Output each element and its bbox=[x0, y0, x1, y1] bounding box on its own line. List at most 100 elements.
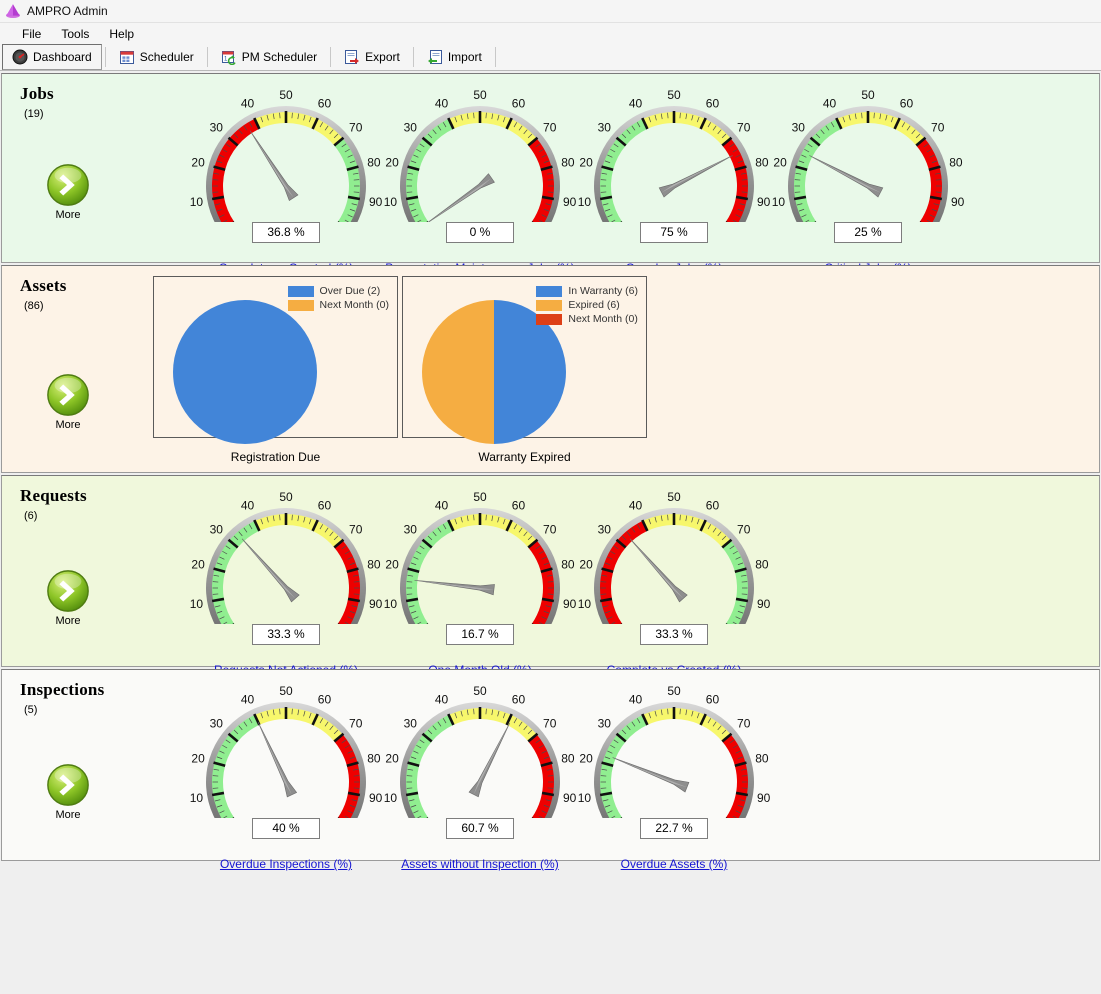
svg-text:30: 30 bbox=[404, 121, 418, 135]
svg-text:70: 70 bbox=[737, 523, 751, 537]
import-arrow-icon bbox=[427, 50, 442, 64]
gauge-link[interactable]: Overdue Assets (%) bbox=[620, 857, 728, 871]
svg-text:10: 10 bbox=[384, 791, 398, 805]
legend-label: Expired (6) bbox=[568, 299, 620, 311]
gauge-value: 75 % bbox=[640, 222, 708, 243]
svg-text:60: 60 bbox=[706, 97, 720, 111]
toolbar-button-export[interactable]: Export bbox=[334, 44, 410, 70]
toolbar-button-import[interactable]: Import bbox=[417, 44, 492, 70]
pie-caption: Registration Due bbox=[230, 450, 321, 464]
main-toolbar: Dashboard Scheduler 1 PM Scheduler bbox=[0, 44, 1101, 71]
svg-text:10: 10 bbox=[384, 195, 398, 209]
svg-text:40: 40 bbox=[435, 97, 449, 111]
gauge-complete-vs-created: 010203040506070809010033.3 %Complete vs … bbox=[576, 484, 772, 677]
svg-text:10: 10 bbox=[578, 195, 592, 209]
svg-text:50: 50 bbox=[667, 88, 681, 102]
legend-item: Expired (6) bbox=[536, 299, 638, 311]
svg-text:60: 60 bbox=[706, 693, 720, 707]
gauge-link[interactable]: Assets without Inspection (%) bbox=[401, 857, 559, 871]
legend-item: Over Due (2) bbox=[287, 285, 389, 297]
svg-text:90: 90 bbox=[757, 195, 771, 209]
svg-text:90: 90 bbox=[563, 195, 577, 209]
toolbar-label-import: Import bbox=[447, 50, 482, 64]
gauge-row-inspections: 010203040506070809010040 %Overdue Inspec… bbox=[152, 670, 1099, 871]
svg-text:70: 70 bbox=[737, 121, 751, 135]
section-count-inspections: (5) bbox=[24, 704, 38, 716]
svg-text:90: 90 bbox=[369, 791, 383, 805]
section-inspections: Inspections (5) More 0102030405060708090… bbox=[1, 669, 1100, 871]
more-label-jobs: More bbox=[55, 209, 81, 221]
toolbar-separator bbox=[412, 47, 414, 67]
svg-text:50: 50 bbox=[279, 88, 293, 102]
svg-text:60: 60 bbox=[512, 499, 526, 513]
toolbar-button-pm-scheduler[interactable]: 1 PM Scheduler bbox=[211, 44, 327, 70]
gauge-preventative-maintenance-jobs: 01020304050607080901000 %Preventative Ma… bbox=[382, 82, 578, 275]
svg-text:90: 90 bbox=[563, 597, 577, 611]
gauge-value: 0 % bbox=[446, 222, 514, 243]
more-arrow-icon bbox=[47, 570, 89, 612]
legend-label: Next Month (0) bbox=[319, 299, 389, 311]
more-button-jobs[interactable]: More bbox=[44, 162, 92, 221]
legend-item: In Warranty (6) bbox=[536, 285, 638, 297]
menu-item-tools[interactable]: Tools bbox=[61, 26, 90, 41]
gauge-complete-vs-created: 010203040506070809010036.8 %Complete vs … bbox=[188, 82, 384, 275]
menu-item-help[interactable]: Help bbox=[109, 26, 135, 41]
svg-text:10: 10 bbox=[772, 195, 786, 209]
svg-text:50: 50 bbox=[279, 684, 293, 698]
more-arrow-icon bbox=[47, 374, 89, 416]
more-button-inspections[interactable]: More bbox=[44, 762, 92, 821]
gauge-value: 16.7 % bbox=[446, 624, 514, 645]
svg-text:90: 90 bbox=[757, 597, 771, 611]
svg-text:40: 40 bbox=[241, 499, 255, 513]
gauge-row-jobs: 010203040506070809010036.8 %Complete vs … bbox=[152, 74, 1099, 275]
svg-text:20: 20 bbox=[579, 155, 593, 169]
toolbar-separator bbox=[206, 47, 208, 67]
svg-text:80: 80 bbox=[367, 557, 381, 571]
svg-text:20: 20 bbox=[385, 751, 399, 765]
pie-caption: Warranty Expired bbox=[478, 450, 571, 464]
gauge-value: 25 % bbox=[834, 222, 902, 243]
svg-text:70: 70 bbox=[349, 121, 363, 135]
calendar-refresh-icon: 1 bbox=[221, 51, 236, 65]
gauge-value: 40 % bbox=[252, 818, 320, 839]
legend-label: In Warranty (6) bbox=[568, 285, 638, 297]
svg-text:20: 20 bbox=[579, 751, 593, 765]
svg-text:20: 20 bbox=[191, 557, 205, 571]
menu-item-file[interactable]: File bbox=[22, 26, 42, 41]
pie-legend: Over Due (2) Next Month (0) bbox=[287, 285, 389, 313]
svg-text:90: 90 bbox=[563, 791, 577, 805]
toolbar-button-scheduler[interactable]: Scheduler bbox=[109, 44, 204, 70]
gauge-one-month-old: 010203040506070809010016.7 %One Month Ol… bbox=[382, 484, 578, 677]
svg-text:30: 30 bbox=[404, 523, 418, 537]
legend-swatch bbox=[287, 285, 314, 297]
toolbar-separator bbox=[104, 47, 106, 67]
gauge-link[interactable]: Overdue Inspections (%) bbox=[219, 857, 353, 871]
legend-item: Next Month (0) bbox=[287, 299, 389, 311]
svg-text:40: 40 bbox=[435, 693, 449, 707]
svg-text:30: 30 bbox=[598, 523, 612, 537]
toolbar-button-dashboard[interactable]: Dashboard bbox=[2, 44, 102, 70]
svg-text:50: 50 bbox=[473, 684, 487, 698]
svg-text:70: 70 bbox=[543, 717, 557, 731]
legend-swatch bbox=[287, 299, 314, 311]
pie-chart-registration-due: Over Due (2) Next Month (0) Registration … bbox=[153, 276, 398, 464]
section-count-jobs: (19) bbox=[24, 108, 44, 120]
more-button-requests[interactable]: More bbox=[44, 568, 92, 627]
svg-text:80: 80 bbox=[755, 557, 769, 571]
svg-text:30: 30 bbox=[598, 717, 612, 731]
svg-text:80: 80 bbox=[561, 557, 575, 571]
svg-text:10: 10 bbox=[190, 597, 204, 611]
section-title-assets: Assets bbox=[20, 276, 67, 295]
svg-text:40: 40 bbox=[629, 97, 643, 111]
legend-swatch bbox=[536, 285, 563, 297]
svg-text:80: 80 bbox=[949, 155, 963, 169]
gauge-value: 33.3 % bbox=[640, 624, 708, 645]
more-button-assets[interactable]: More bbox=[44, 372, 92, 431]
svg-text:80: 80 bbox=[367, 155, 381, 169]
section-jobs: Jobs (19) More 010203040506070809010036.… bbox=[1, 73, 1100, 275]
svg-text:40: 40 bbox=[241, 97, 255, 111]
svg-text:60: 60 bbox=[318, 693, 332, 707]
more-arrow-icon bbox=[47, 164, 89, 206]
svg-text:30: 30 bbox=[792, 121, 806, 135]
svg-text:60: 60 bbox=[706, 499, 720, 513]
